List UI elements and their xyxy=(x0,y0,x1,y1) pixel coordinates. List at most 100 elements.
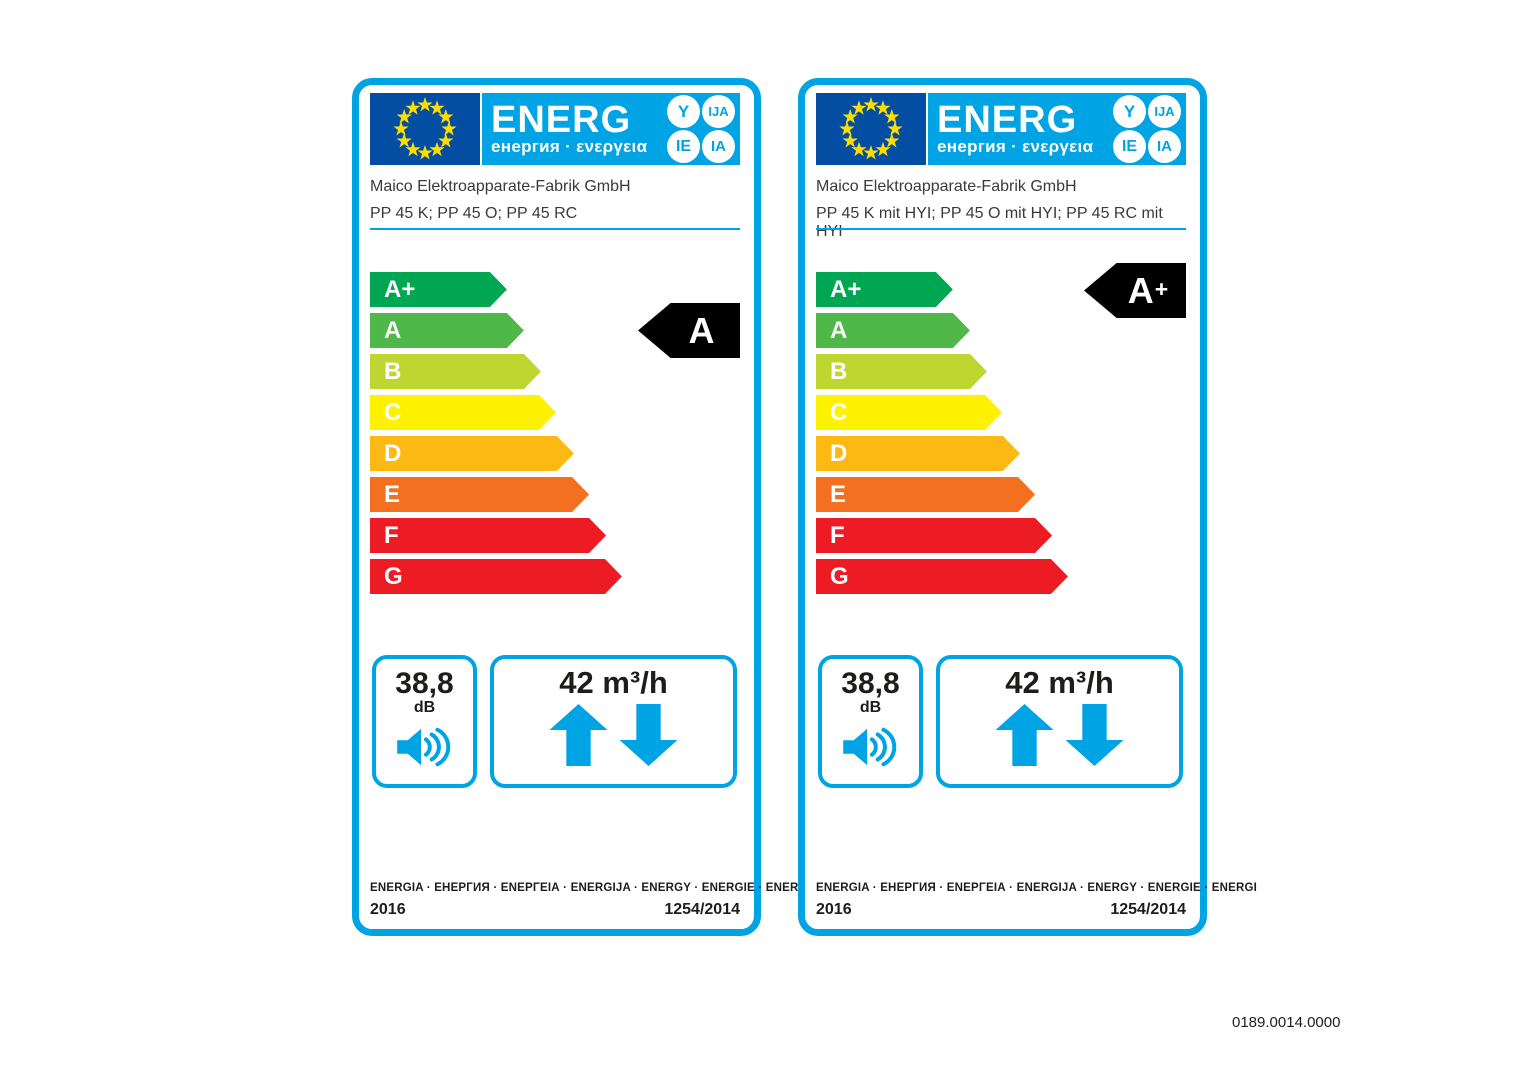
model-names: PP 45 K; PP 45 O; PP 45 RC xyxy=(370,205,578,222)
class-row-aplus: A+ xyxy=(370,272,740,307)
class-bar-c: C xyxy=(816,395,1002,430)
document-code: 0189.0014.0000 xyxy=(1232,1014,1341,1031)
footer-year: 2016 xyxy=(816,901,852,918)
energ-subtitle: енергия · ενεργεια xyxy=(491,137,648,156)
class-label: D xyxy=(384,440,402,467)
class-row-aplus: A+ xyxy=(816,272,1186,307)
class-row-d: D xyxy=(370,436,740,471)
noise-value: 38,8 xyxy=(395,667,454,700)
class-row-e: E xyxy=(370,477,740,512)
airflow-arrows xyxy=(940,704,1179,766)
energ-logo-text: ENERG енергия · ενεργεια xyxy=(928,101,1094,156)
footer-languages: ENERGIA · ЕНЕРГИЯ · ΕΝΕΡΓΕΙΑ · ENERGIJA … xyxy=(370,882,812,894)
footer-regulation: 1254/2014 xyxy=(1110,901,1186,918)
footer-row: 2016 1254/2014 xyxy=(370,901,740,919)
class-bar-b: B xyxy=(816,354,987,389)
class-bar-d: D xyxy=(816,436,1020,471)
class-bar-b: B xyxy=(370,354,541,389)
class-label: D xyxy=(830,440,848,467)
airflow-box: 42 m³/h xyxy=(936,655,1183,788)
class-label: E xyxy=(830,481,847,508)
rating-plus: + xyxy=(1154,276,1169,302)
up-arrow-icon xyxy=(995,704,1054,766)
logo-circle-ie: IE xyxy=(1113,130,1146,163)
energ-logo-text: ENERG енергия · ενεργεια xyxy=(482,99,648,156)
class-label: A+ xyxy=(830,276,862,303)
noise-box: 38,8 dB xyxy=(818,655,923,788)
energy-label-pp45-hyi: ENERG енергия · ενεργεια Y IJA IE IA Mai… xyxy=(798,78,1258,936)
class-bar-g: G xyxy=(370,559,622,594)
energ-title: ENERG xyxy=(491,99,632,141)
class-row-g: G xyxy=(816,559,1186,594)
class-label: F xyxy=(384,522,399,549)
efficiency-scale: A+ A B C D E F G xyxy=(816,272,1186,600)
footer-languages: ENERGIA · ЕНЕРГИЯ · ΕΝΕΡΓΕΙΑ · ENERGIJA … xyxy=(816,882,1258,894)
class-label: G xyxy=(384,563,403,590)
class-label: A xyxy=(384,317,402,344)
supplier-name: Maico Elektroapparate-Fabrik GmbH xyxy=(816,178,1077,195)
noise-box: 38,8 dB xyxy=(372,655,477,788)
footer-regulation: 1254/2014 xyxy=(664,901,740,918)
class-label: B xyxy=(830,358,848,385)
rating-letter: A xyxy=(1127,269,1154,311)
noise-unit: dB xyxy=(859,699,882,716)
class-label: C xyxy=(830,399,848,426)
energ-suffix-circles: Y IJA IE IA xyxy=(667,95,735,163)
class-row-a: A xyxy=(370,313,740,348)
logo-circle-ia: IA xyxy=(702,130,735,163)
airflow-value: 42 m³/h xyxy=(559,665,668,700)
footer-row: 2016 1254/2014 xyxy=(816,901,1186,919)
energy-label-pp45: ENERG енергия · ενεργεια Y IJA IE IA Mai… xyxy=(352,78,812,936)
class-row-a: A xyxy=(816,313,1186,348)
class-row-f: F xyxy=(816,518,1186,553)
down-arrow-icon xyxy=(619,704,678,766)
class-label: B xyxy=(384,358,402,385)
speaker-icon xyxy=(396,727,450,767)
logo-circle-ija: IJA xyxy=(1148,95,1181,128)
class-bar-f: F xyxy=(816,518,1052,553)
class-bar-aplus: A+ xyxy=(816,272,953,307)
class-row-e: E xyxy=(816,477,1186,512)
class-label: A xyxy=(830,317,848,344)
class-bar-f: F xyxy=(370,518,606,553)
class-bar-aplus: A+ xyxy=(370,272,507,307)
class-row-d: D xyxy=(816,436,1186,471)
class-bar-c: C xyxy=(370,395,556,430)
label-header: ENERG енергия · ενεργεια Y IJA IE IA xyxy=(816,93,1186,165)
logo-circle-y: Y xyxy=(667,95,700,128)
model-names: PP 45 K mit HYI; PP 45 O mit HYI; PP 45 … xyxy=(816,205,1163,240)
divider-rule xyxy=(816,228,1186,230)
noise-unit: dB xyxy=(413,699,436,716)
noise-value: 38,8 xyxy=(841,667,900,700)
class-row-f: F xyxy=(370,518,740,553)
label-header: ENERG енергия · ενεργεια Y IJA IE IA xyxy=(370,93,740,165)
up-arrow-icon xyxy=(549,704,608,766)
class-row-g: G xyxy=(370,559,740,594)
class-bar-g: G xyxy=(816,559,1068,594)
class-label: C xyxy=(384,399,402,426)
efficiency-scale: A+ A B C D E F G xyxy=(370,272,740,600)
class-bar-e: E xyxy=(370,477,589,512)
airflow-box: 42 m³/h xyxy=(490,655,737,788)
rating-letter: A xyxy=(688,309,715,351)
class-bar-a: A xyxy=(370,313,524,348)
class-bar-a: A xyxy=(816,313,970,348)
logo-circle-ia: IA xyxy=(1148,130,1181,163)
class-label: E xyxy=(384,481,401,508)
airflow-arrows xyxy=(494,704,733,766)
class-row-b: B xyxy=(370,354,740,389)
class-label: A+ xyxy=(384,276,416,303)
class-label: F xyxy=(830,522,845,549)
energ-subtitle: енергия · ενεργεια xyxy=(937,137,1094,156)
class-row-b: B xyxy=(816,354,1186,389)
eu-flag xyxy=(816,93,926,165)
class-bar-e: E xyxy=(816,477,1035,512)
class-row-c: C xyxy=(370,395,740,430)
class-bar-d: D xyxy=(370,436,574,471)
footer-year: 2016 xyxy=(370,901,406,918)
energ-logo: ENERG енергия · ενεργεια Y IJA IE IA xyxy=(928,93,1186,165)
airflow-value: 42 m³/h xyxy=(1005,665,1114,700)
logo-circle-ija: IJA xyxy=(702,95,735,128)
down-arrow-icon xyxy=(1065,704,1124,766)
